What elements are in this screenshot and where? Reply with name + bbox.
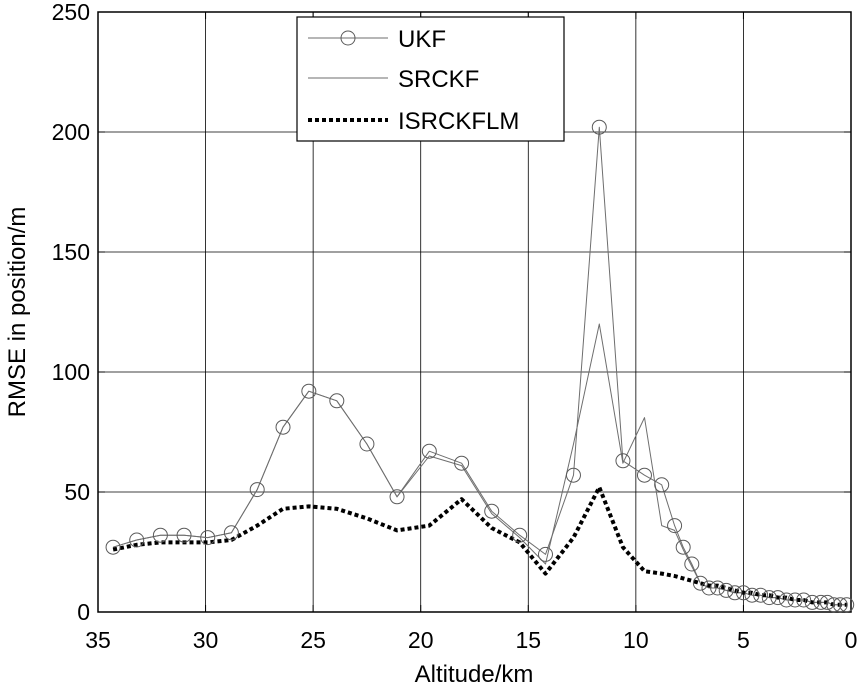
x-tick-label: 30: [193, 627, 219, 653]
y-tick-label: 100: [52, 359, 90, 385]
legend: UKF SRCKF ISRCKFLM: [296, 16, 565, 142]
ukf-marker: [787, 592, 803, 608]
ukf-marker: [761, 590, 777, 606]
ukf-marker: [839, 597, 855, 613]
ukf-marker: [654, 477, 670, 493]
y-tick-label: 50: [64, 479, 90, 505]
ukf-marker: [684, 556, 700, 572]
ukf-marker: [675, 539, 691, 555]
ukf-marker: [636, 467, 652, 483]
legend-label-isrckflm: ISRCKFLM: [398, 108, 519, 135]
x-tick-label: 15: [515, 627, 541, 653]
y-axis-label: RMSE in position/m: [4, 207, 31, 418]
ukf-marker: [701, 580, 717, 596]
ukf-marker: [249, 482, 265, 498]
x-tick-label: 10: [623, 627, 649, 653]
ukf-marker: [778, 592, 794, 608]
legend-marker-ukf: [340, 30, 356, 46]
ukf-marker: [200, 530, 216, 546]
ukf-marker: [727, 585, 743, 601]
ukf-marker: [804, 594, 820, 610]
ukf-marker: [454, 455, 470, 471]
ukf-marker: [275, 419, 291, 435]
x-tick-label: 5: [737, 627, 750, 653]
series-group: [105, 119, 855, 613]
ukf-marker: [389, 489, 405, 505]
ukf-marker: [667, 518, 683, 534]
ukf-marker: [832, 597, 848, 613]
x-tick-label: 0: [845, 627, 858, 653]
ukf-marker: [615, 453, 631, 469]
ukf-marker: [770, 590, 786, 606]
series-line-isrckflm: [112, 485, 847, 607]
x-tick-label: 25: [300, 627, 326, 653]
ukf-marker: [753, 587, 769, 603]
legend-label-ukf: UKF: [398, 26, 446, 53]
ukf-marker: [591, 119, 607, 135]
ukf-marker: [421, 443, 437, 459]
ukf-marker: [537, 546, 553, 562]
ukf-marker: [796, 592, 812, 608]
ukf-marker: [359, 436, 375, 452]
ukf-marker: [512, 527, 528, 543]
ukf-marker: [565, 467, 581, 483]
ukf-marker: [718, 582, 734, 598]
ukf-marker: [223, 525, 239, 541]
y-tick-label: 0: [77, 599, 90, 625]
ukf-marker: [152, 527, 168, 543]
ukf-marker: [484, 503, 500, 519]
ukf-marker: [813, 594, 829, 610]
ukf-marker: [735, 585, 751, 601]
x-tick-label: 20: [408, 627, 434, 653]
x-tick-label: 35: [85, 627, 111, 653]
ukf-marker: [826, 597, 842, 613]
ukf-marker: [105, 539, 121, 555]
ukf-marker: [710, 580, 726, 596]
plot-frame: [97, 11, 852, 613]
ukf-marker: [744, 587, 760, 603]
y-tick-label: 250: [52, 0, 90, 25]
y-tick-label: 150: [52, 239, 90, 265]
ukf-marker: [176, 527, 192, 543]
ukf-marker: [329, 393, 345, 409]
ukf-marker: [819, 594, 835, 610]
legend-label-srckf: SRCKF: [398, 66, 479, 93]
ukf-marker: [301, 383, 317, 399]
ukf-marker: [129, 532, 145, 548]
y-tick-label: 200: [52, 119, 90, 145]
ukf-marker: [692, 575, 708, 591]
x-axis-label: Altitude/km: [415, 661, 534, 688]
